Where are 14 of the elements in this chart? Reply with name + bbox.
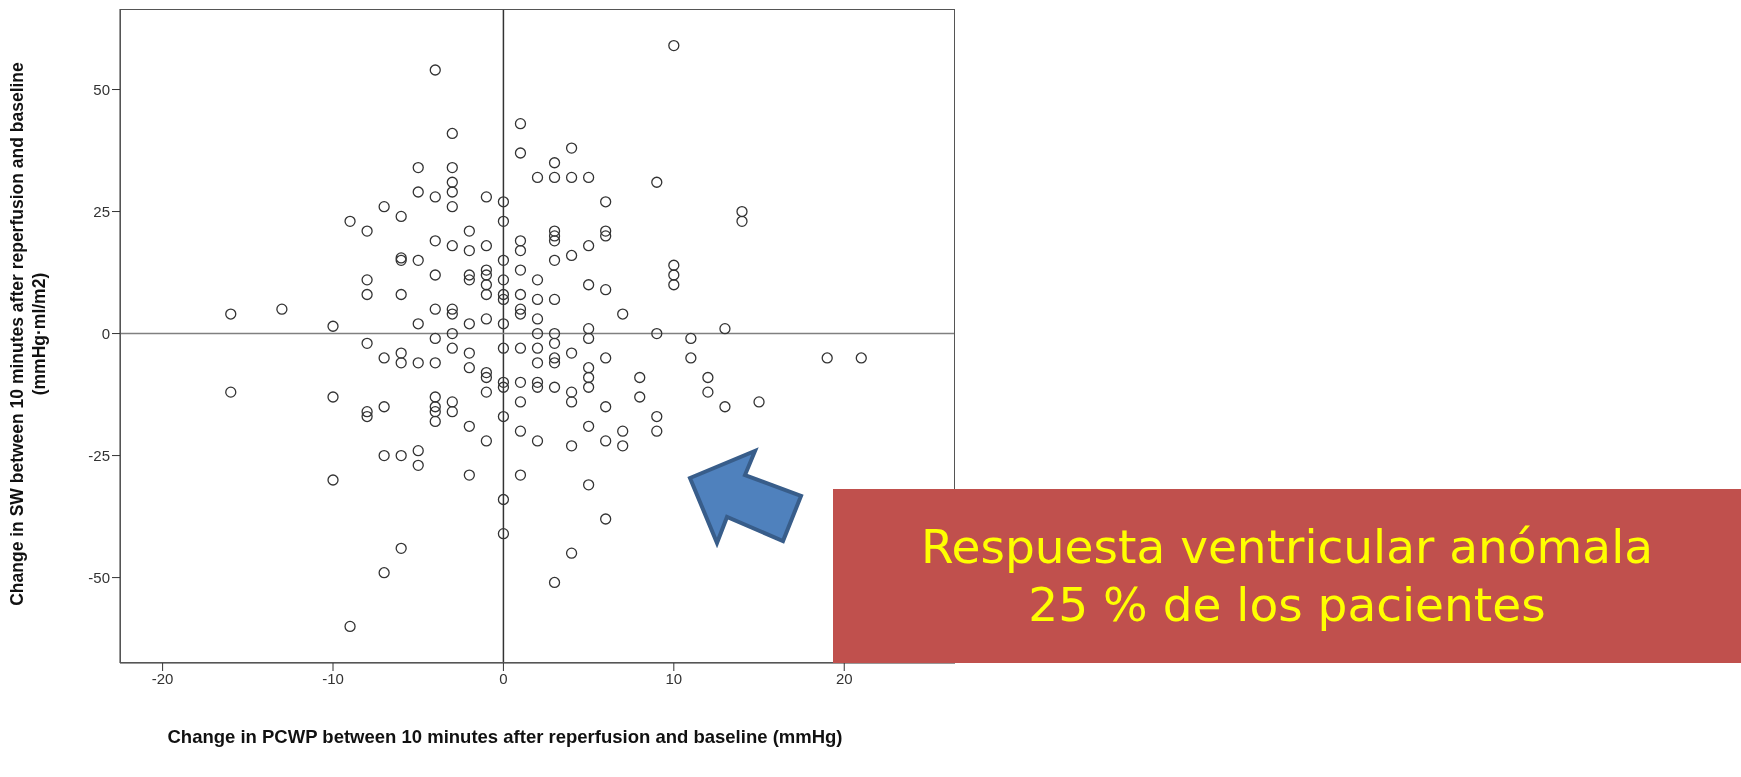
- y-axis-title: Change in SW between 10 minutes after reperfusion and baseline (mmHg·ml/m2): [6, 61, 50, 608]
- y-tick-label: -50: [88, 568, 110, 586]
- annotation: Respuesta ventricular anómala: [920, 518, 1654, 576]
- x-tick-label: 10: [665, 669, 683, 687]
- x-axis-title: Change in PCWP between 10 minutes after reperfusion and baseline (mmHg): [166, 725, 844, 748]
- y-tick-label: 50: [93, 80, 110, 98]
- x-tick-label: -10: [322, 669, 344, 687]
- x-tick-label: 20: [835, 669, 853, 687]
- y-tick-label: 25: [93, 202, 110, 220]
- callout-box: Respuesta ventricular anómala 25 % de los pacientes: [833, 489, 1741, 663]
- x-tick-label: -20: [151, 669, 174, 687]
- x-tick-label: 0: [499, 669, 508, 687]
- y-tick-label: -25: [88, 446, 110, 464]
- y-tick-label: 0: [101, 324, 110, 342]
